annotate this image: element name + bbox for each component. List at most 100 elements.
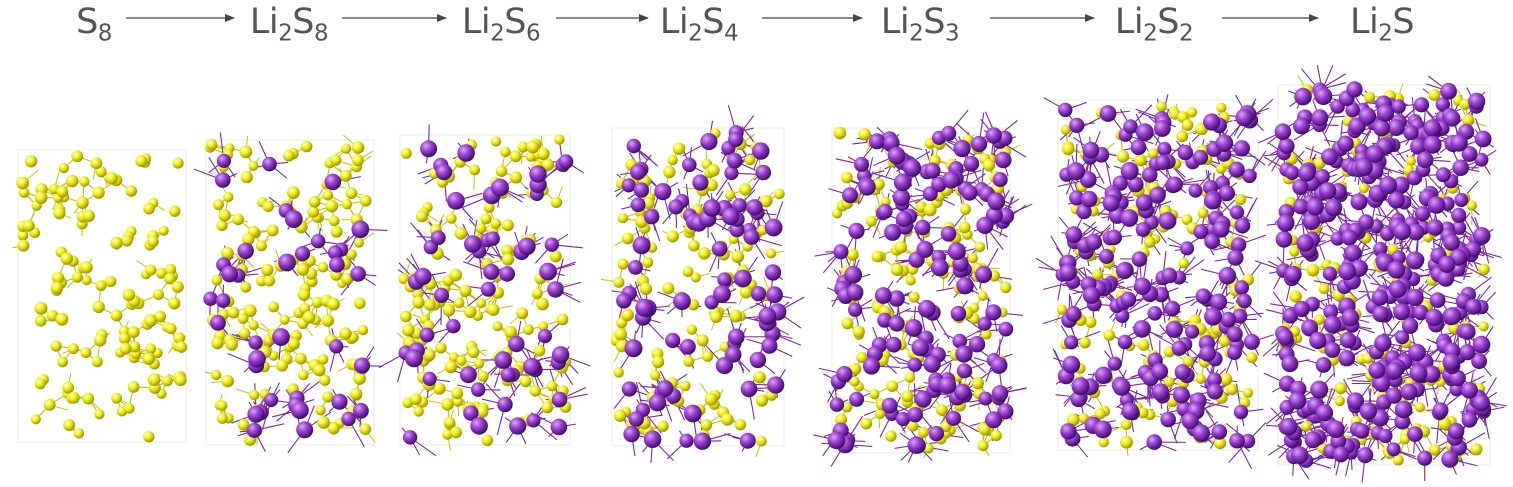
- sulfur-atom: [651, 355, 665, 369]
- formula-sulfur: S: [702, 2, 724, 42]
- lithium-atom: [551, 346, 570, 364]
- sulfur-atom: [490, 136, 502, 147]
- sulfur-atom: [248, 160, 259, 171]
- sulfur-atom: [46, 309, 59, 322]
- lithium-atom: [940, 226, 957, 242]
- lithium-atom: [491, 178, 509, 197]
- sulfur-atom: [667, 154, 678, 166]
- sulfur-atom: [917, 426, 929, 438]
- sulfur-atom: [145, 264, 157, 276]
- lithium-atom: [1231, 237, 1247, 253]
- sulfur-atom: [341, 272, 353, 285]
- sulfur-atom: [617, 212, 629, 224]
- lithium-atom: [1067, 162, 1086, 181]
- sulfur-atom: [533, 344, 546, 357]
- lithium-atom: [262, 156, 277, 172]
- sulfur-atom: [504, 325, 517, 339]
- lithium-atom: [1065, 306, 1082, 322]
- sulfur-atom: [17, 229, 29, 241]
- sulfur-atom: [92, 186, 105, 199]
- lithium-atom: [911, 338, 930, 357]
- lithium-atom: [764, 264, 782, 281]
- sulfur-atom: [63, 419, 76, 431]
- sulfur-atom: [978, 423, 991, 436]
- snapshot-li2s2: [1035, 94, 1274, 469]
- lithium-atom: [877, 312, 893, 328]
- snapshot-li2s8: [193, 132, 388, 454]
- sulfur-atom: [710, 310, 723, 323]
- lithium-atom: [916, 240, 934, 258]
- lithium-atom: [508, 335, 525, 353]
- sulfur-atom: [477, 370, 489, 382]
- lithium-atom: [248, 335, 263, 350]
- sulfur-atom: [459, 284, 472, 297]
- lithium-atom: [1215, 134, 1234, 152]
- lithium-atom: [350, 266, 366, 282]
- lithium-atom: [341, 411, 356, 427]
- lithium-atom: [464, 235, 482, 253]
- sulfur-atom: [1000, 281, 1012, 294]
- sulfur-atom: [481, 434, 494, 446]
- lithium-atom: [485, 231, 500, 246]
- sulfur-atom: [846, 248, 859, 261]
- sulfur-atom: [456, 355, 467, 366]
- atoms: [16, 150, 188, 443]
- lithium-atom: [1206, 383, 1223, 400]
- lithium-atom: [751, 286, 767, 302]
- sulfur-atom: [122, 288, 136, 302]
- sulfur-atom: [856, 351, 868, 363]
- lithium-atom: [499, 266, 515, 282]
- sulfur-atom: [341, 199, 353, 210]
- sulfur-atom: [339, 327, 352, 340]
- lithium-atom: [930, 258, 949, 277]
- lithium-atom: [758, 307, 777, 325]
- sulfur-atom: [1056, 304, 1068, 315]
- lithium-atom: [923, 355, 941, 373]
- sulfur-atom: [221, 246, 234, 260]
- sulfur-atom: [532, 288, 543, 299]
- sulfur-atom: [936, 404, 948, 416]
- sulfur-atom: [174, 374, 187, 387]
- sulfur-atom: [650, 370, 661, 381]
- lithium-atom: [1158, 212, 1177, 230]
- sulfur-atom: [971, 376, 984, 390]
- sulfur-atom: [974, 241, 986, 253]
- sulfur-atom: [476, 405, 489, 418]
- lithium-atom: [353, 357, 371, 374]
- sulfur-atom: [529, 385, 541, 397]
- sulfur-atom: [476, 298, 487, 309]
- lithium-atom: [463, 405, 479, 421]
- lithium-atom: [1227, 249, 1244, 266]
- lithium-atom: [1237, 293, 1252, 309]
- lithium-atom: [216, 153, 231, 168]
- lithium-atom: [483, 263, 500, 280]
- sulfur-atom: [452, 396, 463, 407]
- lithium-atom: [1210, 293, 1228, 311]
- lithium-atom: [1082, 141, 1100, 159]
- lithium-atom: [848, 222, 865, 239]
- lithium-atom: [284, 210, 303, 229]
- lithium-atom: [1203, 192, 1222, 210]
- formula-metal-count: 2: [278, 20, 293, 47]
- lithium-atom: [433, 287, 450, 303]
- lithium-atom: [668, 199, 684, 215]
- formula-metal: Li: [880, 2, 910, 42]
- lithium-atom: [1062, 355, 1081, 374]
- lithium-atom: [1166, 176, 1183, 193]
- formula-metal-count: 2: [1378, 20, 1393, 47]
- sulfur-atom: [536, 297, 549, 311]
- lithium-atom: [237, 242, 254, 259]
- sulfur-atom: [435, 342, 447, 354]
- lithium-atom: [732, 198, 747, 213]
- sulfur-atom: [453, 297, 465, 309]
- lithium-atom: [842, 187, 858, 204]
- lithium-atom: [1242, 168, 1257, 184]
- lithium-atom: [766, 286, 783, 304]
- formula-sulfur-count: 3: [944, 20, 960, 47]
- sulfur-atom: [322, 189, 334, 201]
- lithium-atom: [992, 172, 1008, 188]
- sulfur-atom: [237, 419, 250, 431]
- lithium-atom: [1174, 364, 1191, 380]
- lithium-atom: [526, 413, 541, 428]
- sulfur-atom: [242, 233, 255, 246]
